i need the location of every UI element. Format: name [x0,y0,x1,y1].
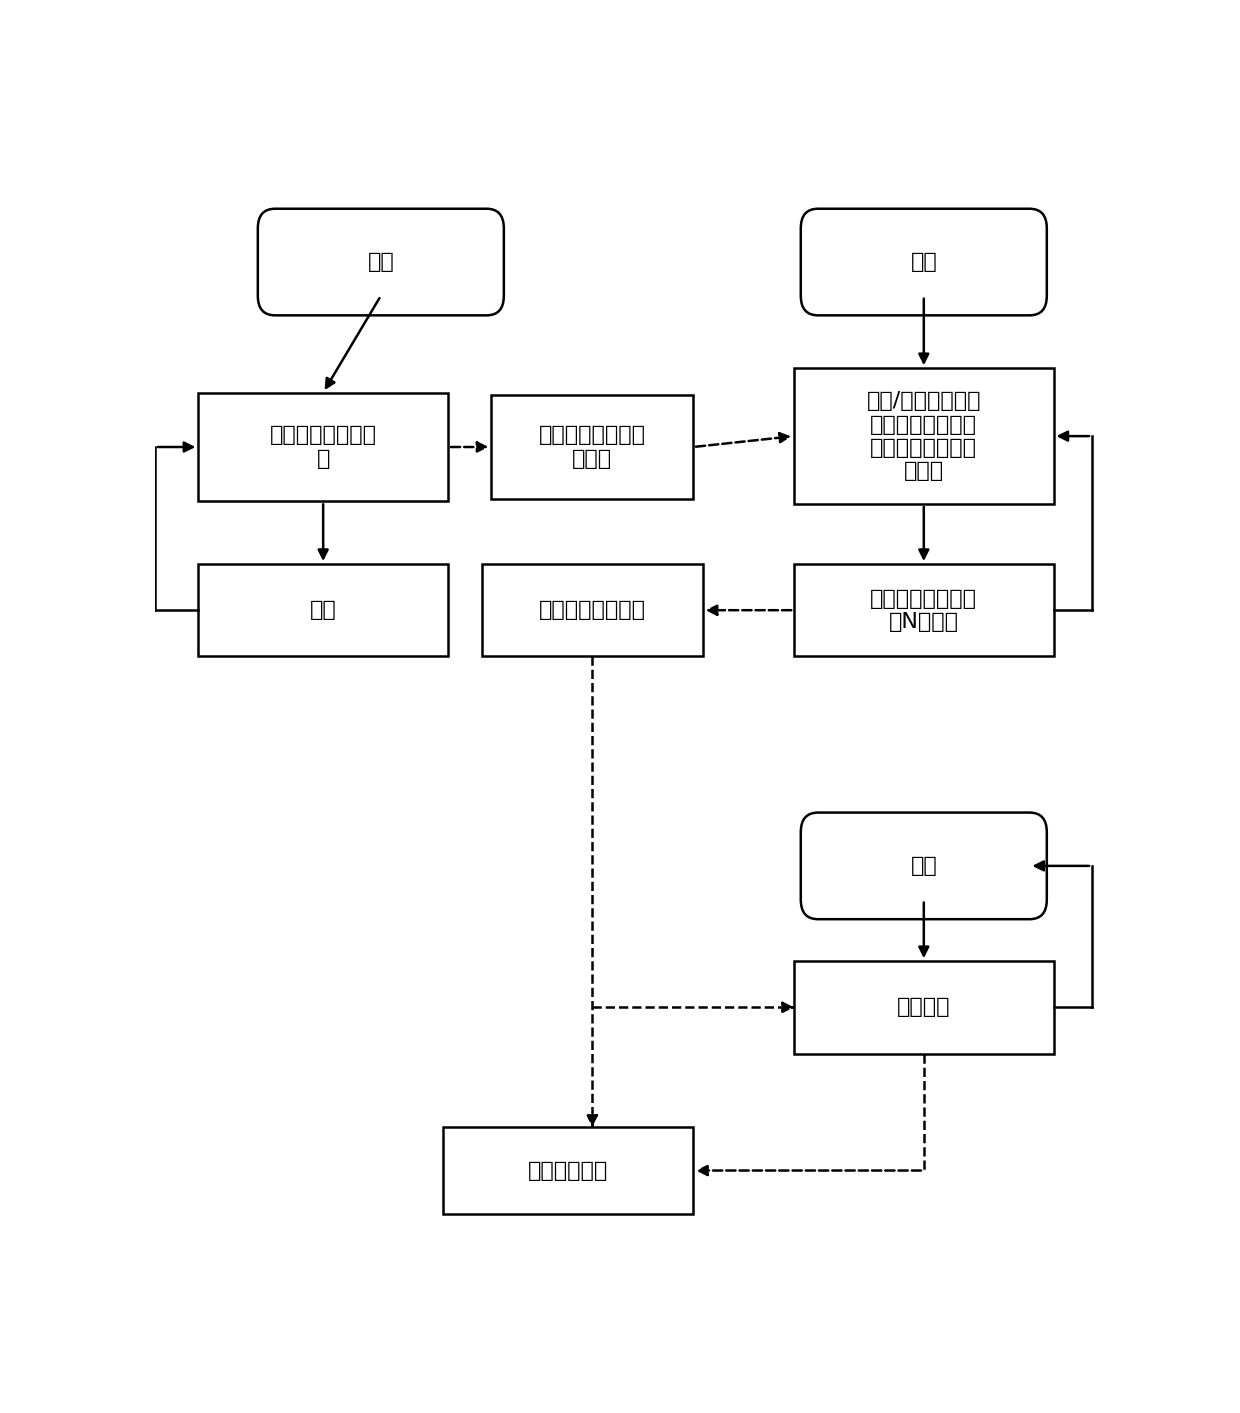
Bar [794,961,1054,1054]
FancyArrowPatch shape [326,298,379,387]
FancyArrowPatch shape [708,606,791,615]
FancyArrowPatch shape [696,434,789,447]
Bar [444,1128,693,1214]
Text: 动态等效内阻序列: 动态等效内阻序列 [538,601,646,620]
Bar [491,396,693,499]
FancyArrowPatch shape [1035,862,1089,870]
FancyArrowPatch shape [782,1003,792,1012]
Bar [198,564,448,657]
Bar [794,564,1054,657]
Text: 数字滤波: 数字滤波 [897,998,951,1017]
Text: 电压、电流同时采
样: 电压、电流同时采 样 [269,425,377,469]
FancyArrowPatch shape [919,507,929,558]
FancyArrowPatch shape [919,298,929,363]
Bar [794,369,1054,504]
Text: 开始: 开始 [367,252,394,273]
Text: 最终结果序列: 最终结果序列 [528,1160,609,1180]
FancyArrowPatch shape [319,504,327,558]
FancyBboxPatch shape [801,209,1047,315]
FancyArrowPatch shape [698,1166,921,1176]
FancyBboxPatch shape [801,812,1047,920]
Text: 开始: 开始 [910,252,937,273]
FancyArrowPatch shape [451,442,486,451]
Text: 计算结果构成长度
为N的序列: 计算结果构成长度 为N的序列 [870,589,977,632]
FancyArrowPatch shape [157,442,192,451]
FancyArrowPatch shape [588,1115,596,1125]
Text: 延时: 延时 [310,601,336,620]
Bar [198,393,448,502]
Text: 电压/电流获得即时
等效内阻，减去恒
定内阻得到动态等
效内阻: 电压/电流获得即时 等效内阻，减去恒 定内阻得到动态等 效内阻 [867,391,981,480]
FancyArrowPatch shape [1059,432,1089,441]
FancyBboxPatch shape [258,209,503,315]
Text: 电压和电流原始数
据集合: 电压和电流原始数 据集合 [538,425,646,469]
Bar [481,564,703,657]
FancyArrowPatch shape [919,903,929,955]
Text: 开始: 开始 [910,856,937,876]
